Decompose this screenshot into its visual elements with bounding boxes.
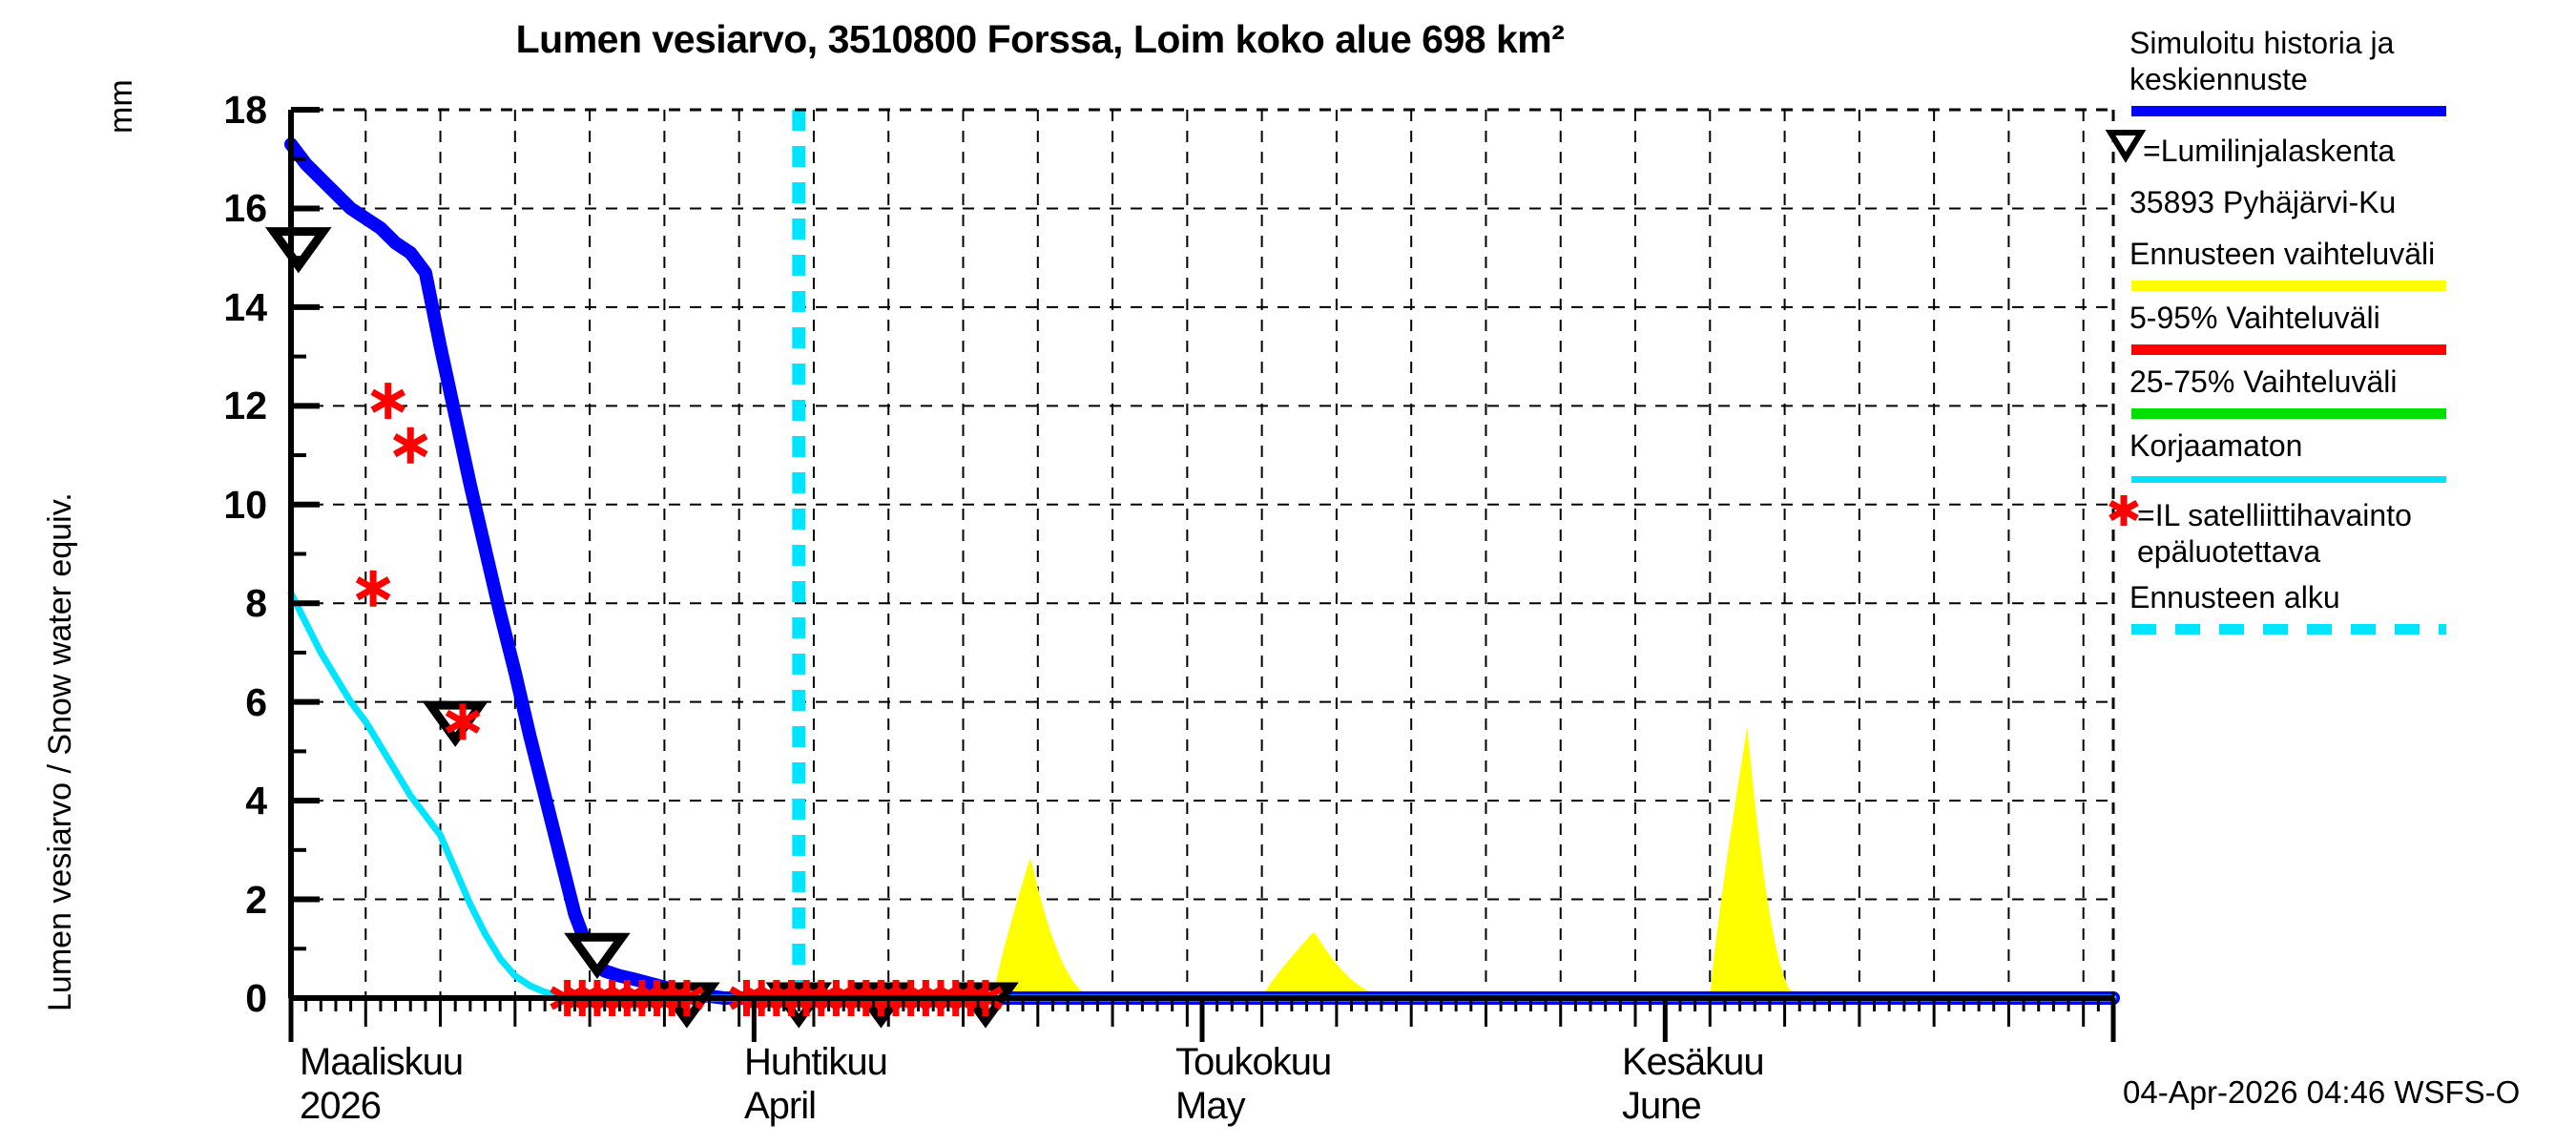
y-tick-4: 4 [245,779,267,822]
legend-swatch-simulated [2131,106,2446,116]
legend-item-station: 35893 Pyhäjärvi-Ku [2129,184,2576,220]
legend-label-forecast-range: Ennusteen vaihteluväli [2129,237,2436,271]
x-tick-maaliskuu: Maaliskuu 2026 [300,1040,464,1128]
legend-item-uncorrected: Korjaamaton [2129,427,2576,483]
legend-label-range-25-75: 25-75% Vaihteluväli [2129,364,2398,399]
legend-item-forecast-range: Ennusteen vaihteluväli [2129,236,2576,291]
satellite-observation-marker [355,570,391,607]
forecast-range-peak [1261,932,1397,998]
legend-label-forecast-start: Ennusteen alku [2129,580,2340,614]
triangle-down-icon [2105,130,2147,163]
snow-course-marker [265,227,332,274]
y-tick-12: 12 [223,384,267,427]
legend-label-simulated: Simuloitu historia ja keskiennuste [2129,26,2395,96]
satellite-observation-marker [392,427,428,464]
legend-item-satellite: =IL satelliittihavainto epäluotettava [2109,491,2576,570]
satellite-observation-marker [370,383,406,420]
x-tick-toukokuu-en: May [1175,1085,1246,1127]
timestamp-footer: 04-Apr-2026 04:46 WSFS-O [2123,1074,2521,1110]
legend-label-snowcourse: =Lumilinjalaskenta [2143,134,2396,168]
legend-swatch-forecast-start [2131,624,2446,635]
series-line-simuloitu-historia-ja-keskiennuste [284,137,2120,1005]
y-tick-10: 10 [223,483,267,527]
x-tick-kesakuu: Kesäkuu June [1622,1040,1765,1128]
legend-label-station: 35893 Pyhäjärvi-Ku [2129,185,2397,219]
y-tick-2: 2 [245,878,267,922]
x-tick-toukokuu: Toukokuu May [1175,1040,1332,1128]
y-tick-18: 18 [223,88,267,132]
y-tick-0: 0 [245,976,267,1020]
x-tick-maaliskuu-fi: Maaliskuu [300,1041,464,1083]
x-tick-kesakuu-fi: Kesäkuu [1622,1041,1765,1083]
legend-item-simulated: Simuloitu historia ja keskiennuste [2129,25,2576,116]
x-tick-kesakuu-en: June [1622,1085,1702,1127]
legend-swatch-range-5-95 [2131,344,2446,355]
x-tick-maaliskuu-year: 2026 [300,1085,382,1127]
x-tick-huhtikuu-fi: Huhtikuu [744,1041,888,1083]
series-line-korjaamaton [287,590,2117,1002]
forecast-range-peak [1710,726,1800,998]
legend-swatch-range-25-75 [2131,408,2446,419]
y-tick-16: 16 [223,186,267,230]
legend-swatch-uncorrected [2131,476,2446,483]
snow-course-marker [564,932,631,979]
x-tick-huhtikuu: Huhtikuu April [744,1040,888,1128]
satellite-observation-marker [445,703,481,740]
legend-swatch-forecast-range [2131,281,2446,291]
legend-item-range-5-95: 5-95% Vaihteluväli [2129,300,2576,355]
legend-item-forecast-start: Ennusteen alku [2129,579,2576,635]
asterisk-icon [2109,495,2139,526]
forecast-range-peak [992,860,1098,998]
legend-label-satellite: =IL satelliittihavainto epäluotettava [2137,498,2412,569]
x-tick-huhtikuu-en: April [744,1085,817,1127]
y-tick-8: 8 [245,581,267,625]
legend-label-range-5-95: 5-95% Vaihteluväli [2129,301,2380,335]
legend-item-range-25-75: 25-75% Vaihteluväli [2129,364,2576,419]
page-title: Lumen vesiarvo, 3510800 Forssa, Loim kok… [515,17,1565,61]
legend-label-uncorrected: Korjaamaton [2129,428,2303,463]
y-tick-6: 6 [245,680,267,724]
chart-legend: Simuloitu historia ja keskiennuste =Lumi… [2105,25,2576,635]
legend-item-snowcourse: =Lumilinjalaskenta [2105,125,2576,169]
y-tick-14: 14 [223,285,267,329]
x-tick-toukokuu-fi: Toukokuu [1175,1041,1332,1083]
